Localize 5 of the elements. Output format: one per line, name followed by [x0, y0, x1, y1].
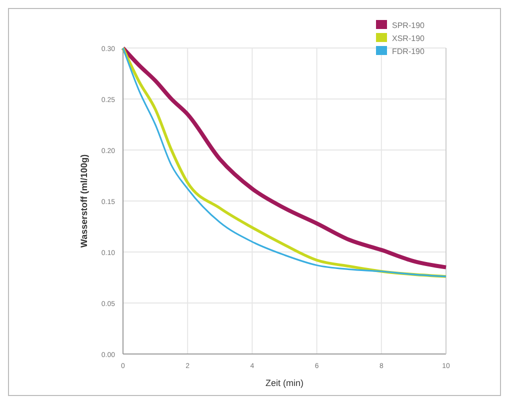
legend-label: SPR-190	[392, 21, 426, 30]
legend-label: FDR-190	[392, 47, 426, 56]
y-axis-title: Wasserstoff (ml/100g)	[79, 154, 89, 248]
x-axis-title: Zeit (min)	[266, 378, 304, 388]
legend-label: XSR-190	[392, 34, 426, 43]
